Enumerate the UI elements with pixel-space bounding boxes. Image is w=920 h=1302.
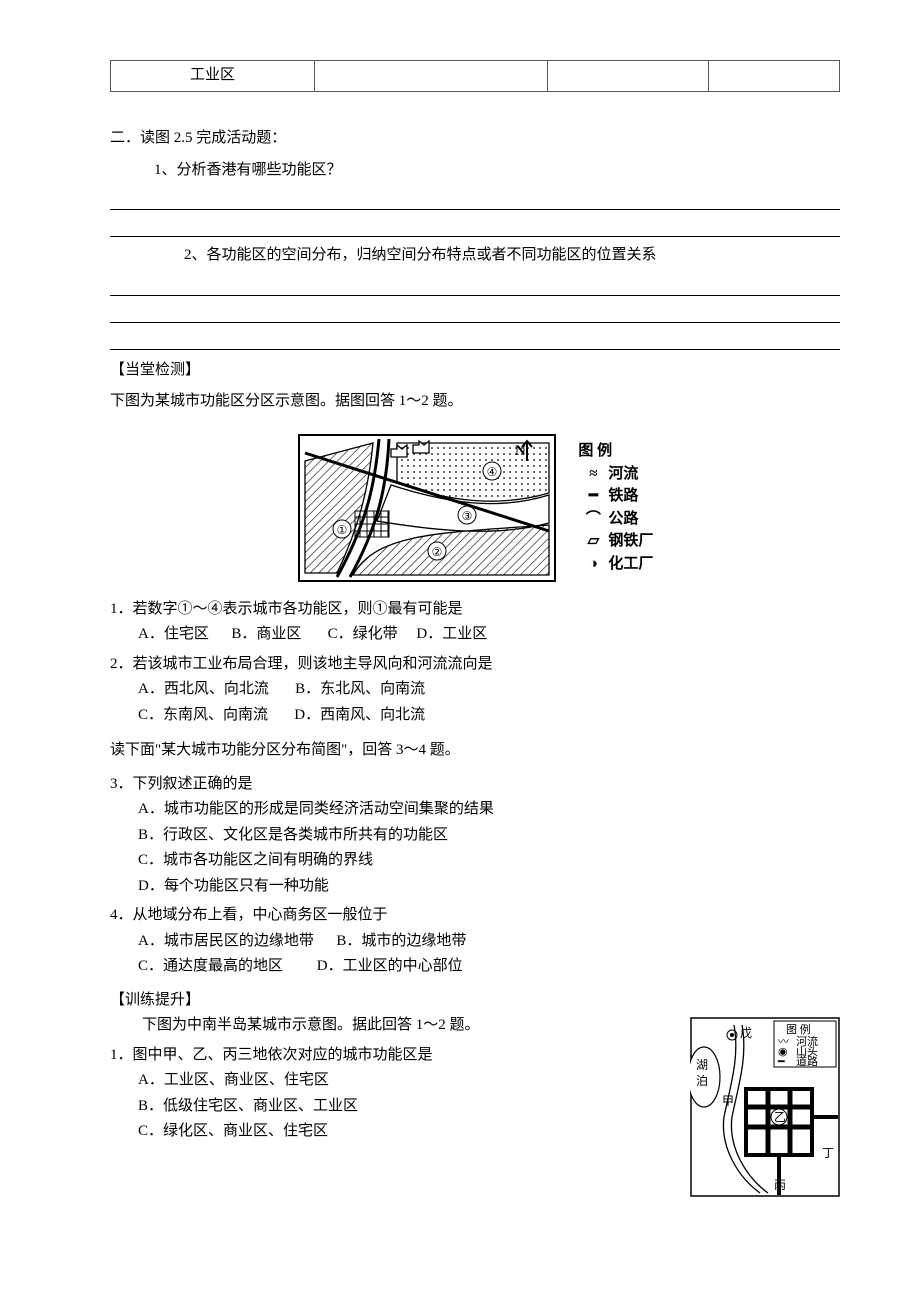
train-block: 图 例 〰河流 ◉山头 ━道路 湖 泊 戊 甲: [110, 1013, 840, 1197]
legend-label: 河流: [608, 466, 638, 482]
check-q2: 2．若该城市工业布局合理，则该地主导风向和河流流向是 A．西北风、向北流 B．东…: [110, 652, 840, 729]
answer-line: [110, 327, 840, 350]
answer-line: [110, 214, 840, 237]
legend-sym-road: ⌒: [578, 508, 608, 531]
legend-label: 公路: [608, 511, 638, 527]
opt: A．住宅区: [138, 626, 209, 642]
svg-text:①: ①: [336, 523, 347, 537]
q1-opts: A．住宅区 B．商业区 C．绿化带 D．工业区: [138, 622, 840, 648]
legend-sym-river: ≈: [578, 463, 608, 486]
opt: D．工业区的中心部位: [317, 958, 463, 974]
cell-zone-name: 工业区: [111, 61, 315, 92]
map-legend-title: 图 例: [786, 1022, 811, 1036]
section-2-lead: 二．读图 2.5 完成活动题：: [110, 126, 840, 152]
answer-line: [110, 273, 840, 296]
diagram-1-legend: 图 例 ≈河流 ━铁路 ⌒公路 ▱钢铁厂 ◑化工厂: [578, 440, 653, 575]
legend-title: 图 例: [578, 440, 653, 463]
svg-text:乙: 乙: [774, 1110, 786, 1124]
opt: C．城市各功能区之间有明确的界线: [138, 848, 840, 874]
legend-sym-chem: ◑: [578, 553, 608, 576]
check-intro: 下图为某城市功能区分区示意图。据图回答 1～2 题。: [110, 389, 840, 415]
check-q3: 3．下列叙述正确的是 A．城市功能区的形成是同类经济活动空间集聚的结果 B．行政…: [110, 772, 840, 900]
opt: B．行政区、文化区是各类城市所共有的功能区: [138, 823, 840, 849]
cell-empty: [315, 61, 548, 92]
svg-text:③: ③: [461, 509, 472, 523]
svg-text:丙: 丙: [774, 1178, 786, 1192]
opt: D．西南风、向北流: [294, 707, 425, 723]
peninsula-map: 图 例 〰河流 ◉山头 ━道路 湖 泊 戊 甲: [690, 1017, 840, 1197]
city-zone-diagram: N: [297, 433, 557, 583]
svg-text:道路: 道路: [796, 1054, 818, 1068]
q3-opts: A．城市功能区的形成是同类经济活动空间集聚的结果 B．行政区、文化区是各类城市所…: [138, 797, 840, 899]
section-2: 二．读图 2.5 完成活动题： 1、分析香港有哪些功能区？ 2、各功能区的空间分…: [110, 126, 840, 350]
opt: D．工业区: [416, 626, 487, 642]
answer-line: [110, 187, 840, 210]
opt: A．西北风、向北流: [138, 681, 269, 697]
q1-stem: 1．若数字①～④表示城市各功能区，则①最有可能是: [110, 597, 840, 623]
opt: B．城市的边缘地带: [336, 933, 466, 949]
check-q4: 4．从地域分布上看，中心商务区一般位于 A．城市居民区的边缘地带 B．城市的边缘…: [110, 903, 840, 980]
svg-text:泊: 泊: [696, 1074, 708, 1088]
svg-text:━: ━: [777, 1056, 785, 1068]
svg-text:甲: 甲: [722, 1094, 734, 1108]
zone-table: 工业区: [110, 60, 840, 92]
diagram-1-wrap: N: [110, 433, 840, 583]
q2-opts: A．西北风、向北流 B．东北风、向南流 C．东南风、向南流 D．西南风、向北流: [138, 677, 840, 728]
opt: B．商业区: [231, 626, 301, 642]
legend-sym-rail: ━: [578, 485, 608, 508]
svg-text:湖: 湖: [696, 1057, 708, 1072]
legend-label: 铁路: [608, 488, 638, 504]
opt: D．每个功能区只有一种功能: [138, 874, 840, 900]
legend-label: 钢铁厂: [608, 533, 653, 549]
opt: C．绿化带: [328, 626, 398, 642]
legend-sym-steel: ▱: [578, 530, 608, 553]
opt: C．东南风、向南流: [138, 707, 268, 723]
svg-text:②: ②: [431, 545, 442, 559]
table-row: 工业区: [111, 61, 840, 92]
train-heading: 【训练提升】: [110, 988, 840, 1014]
check-q1: 1．若数字①～④表示城市各功能区，则①最有可能是 A．住宅区 B．商业区 C．绿…: [110, 597, 840, 648]
q4-opts: A．城市居民区的边缘地带 B．城市的边缘地带 C．通达度最高的地区 D．工业区的…: [138, 929, 840, 980]
opt: A．城市居民区的边缘地带: [138, 933, 314, 949]
legend-label: 化工厂: [608, 556, 653, 572]
section-2-q1: 1、分析香港有哪些功能区？: [154, 158, 840, 184]
q3-stem: 3．下列叙述正确的是: [110, 772, 840, 798]
svg-text:④: ④: [486, 465, 497, 479]
answer-line: [110, 300, 840, 323]
opt: C．通达度最高的地区: [138, 958, 283, 974]
cell-empty: [548, 61, 708, 92]
check-heading: 【当堂检测】: [110, 358, 840, 384]
opt: B．东北风、向南流: [295, 681, 425, 697]
opt: A．城市功能区的形成是同类经济活动空间集聚的结果: [138, 797, 840, 823]
q4-stem: 4．从地域分布上看，中心商务区一般位于: [110, 903, 840, 929]
svg-text:丁: 丁: [822, 1146, 834, 1160]
check-intro-2: 读下面"某大城市功能分区分布简图"，回答 3～4 题。: [110, 738, 840, 764]
svg-text:戊: 戊: [740, 1026, 752, 1040]
q2-stem: 2．若该城市工业布局合理，则该地主导风向和河流流向是: [110, 652, 840, 678]
section-2-q2: 2、各功能区的空间分布，归纳空间分布特点或者不同功能区的位置关系: [184, 243, 840, 269]
cell-empty: [708, 61, 839, 92]
